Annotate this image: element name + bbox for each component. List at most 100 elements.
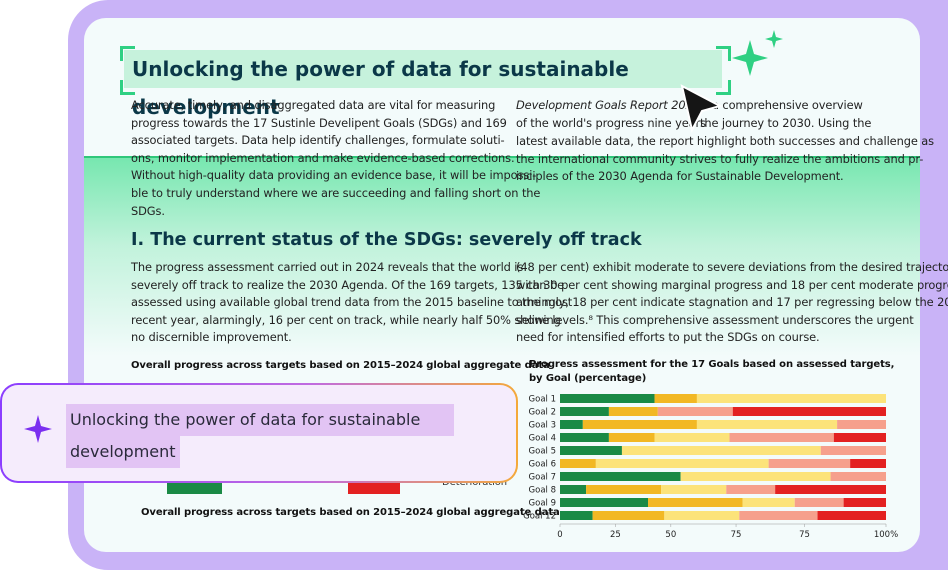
bar-segment (654, 394, 697, 403)
bar-segment (729, 433, 834, 442)
bar-segment (621, 446, 821, 455)
y-tick-label: Goal 6 (529, 460, 556, 470)
bar-segment (775, 485, 886, 494)
section-heading: I. The current status of the SDGs: sever… (131, 230, 642, 250)
bracket (716, 80, 731, 95)
bar-segment (657, 407, 733, 416)
intro-right-line: Development Goals Report 2024 (516, 97, 700, 115)
text-line: associated targets. Data help identify c… (131, 133, 505, 148)
bar-segment (664, 511, 740, 520)
chart-title: Progress assessment for the 17 Goals bas… (529, 359, 895, 384)
bar-segment (595, 459, 769, 468)
x-tick-label: 75 (799, 530, 810, 538)
x-tick-label: 0 (557, 530, 562, 538)
intro-right-line: of the world's progress nine years (516, 116, 706, 130)
popup-line: Unlocking the power of data for sustaina… (66, 404, 454, 436)
bar-segment (560, 472, 681, 481)
bar-segment (608, 433, 655, 442)
italic-text: Development Goals Report 2024 (516, 98, 700, 112)
text-line: progress towards the 17 Sustinle Develip… (131, 115, 507, 130)
highlight-band (84, 156, 920, 356)
bracket (716, 46, 731, 61)
highlight-line (84, 156, 920, 158)
text-line: with 30 per cent showing marginal progre… (516, 277, 948, 292)
y-tick-label: Goal 9 (529, 499, 556, 509)
sparkles (732, 30, 783, 76)
figure-bar (167, 482, 222, 494)
text-line: Without high-quality data providing an e… (131, 168, 537, 183)
text-line: latest available data, the report highli… (516, 134, 934, 148)
x-tick-label: 100% (874, 530, 898, 538)
bar-segment (586, 485, 662, 494)
bar-segment (732, 407, 886, 416)
bar-segment (820, 446, 886, 455)
text-line: (48 per cent) exhibit moderate to severe… (516, 260, 948, 274)
figure-bar (348, 482, 400, 494)
bar-segment (560, 459, 596, 468)
figure-title: Overall progress across targets based on… (131, 360, 550, 371)
page-title: Unlocking the power of data for sustaina… (124, 50, 722, 119)
bar-segment (560, 498, 649, 507)
bar-segment (661, 485, 727, 494)
y-tick-label: Goal 3 (529, 421, 556, 431)
intro-right-line: a comprehensive overview (712, 98, 863, 112)
y-tick-label: Goal 2 (529, 408, 556, 418)
bar-segment (560, 407, 609, 416)
bar-segment (696, 394, 886, 403)
text-line: SDGs. (131, 203, 165, 218)
bar-segment (560, 420, 583, 429)
chart: Goal 1 Goal 2 Goal 3 Goal 4 Goal 5 Goal 6 Goal… (523, 394, 898, 538)
bar-segment (739, 511, 818, 520)
bar-segment (843, 498, 886, 507)
cursor (680, 84, 723, 133)
text-line: assessed using available global trend da… (131, 295, 573, 310)
x-tick-label: 75 (731, 530, 742, 538)
bar-segment (726, 485, 776, 494)
bar-segment (850, 459, 886, 468)
y-tick-label: Goal 4 (529, 434, 556, 444)
bar-segment (608, 407, 658, 416)
intro-right-line: the journey to 2030. Using the (700, 116, 872, 130)
text-line: seline levels.⁸ This comprehensive asses… (516, 312, 914, 327)
y-tick-label: Goal 8 (529, 486, 556, 496)
figure-caption: Overall progress across targets based on… (141, 507, 560, 518)
bar-segment (648, 498, 743, 507)
text-line: The progress assessment carried out in 2… (131, 260, 524, 274)
bar-segment (794, 498, 844, 507)
bracket (120, 46, 135, 61)
popup-text: Unlocking the power of data for sustaina… (62, 404, 458, 468)
y-tick-label: Goal 12 (523, 512, 556, 522)
bar-segment (560, 511, 593, 520)
text-line: Accurate, timely, and disaggregated data… (131, 98, 496, 112)
y-tick-label: Goal 1 (529, 395, 556, 405)
bar-segment (833, 433, 886, 442)
bar-segment (560, 446, 622, 455)
bar-segment (817, 511, 886, 520)
y-tick-label: Goal 5 (529, 447, 556, 457)
x-tick-label: 25 (610, 530, 621, 538)
text-line: need for intensified efforts to put the … (516, 330, 820, 345)
bar-segment (696, 420, 838, 429)
bar-segment (560, 394, 655, 403)
x-tick-label: 50 (665, 530, 676, 538)
text-line: no discernible improvement. (131, 330, 292, 345)
bar-segment (680, 472, 831, 481)
text-line: armingly, 18 per cent indicate stagnatio… (516, 295, 948, 310)
text-line: the international community strives to f… (516, 151, 924, 166)
legend-fragment: Deterioration (442, 474, 507, 492)
bar-segment (654, 433, 730, 442)
bar-segment (768, 459, 851, 468)
bar-segment (560, 433, 609, 442)
text-line: ons, monitor implementation and make evi… (131, 150, 515, 165)
text-line: severely off track to realize the 2030 A… (131, 277, 564, 292)
bar-segment (837, 420, 886, 429)
sparkle-icon (24, 415, 52, 443)
bar-segment (560, 485, 587, 494)
bracket (120, 80, 135, 95)
bar-segment (582, 420, 697, 429)
text-line: inciples of the 2030 Agenda for Sustaina… (516, 169, 844, 184)
text-line: ble to truly understand where we are suc… (131, 186, 541, 200)
bar-segment (742, 498, 795, 507)
popup-line: development (66, 436, 180, 468)
